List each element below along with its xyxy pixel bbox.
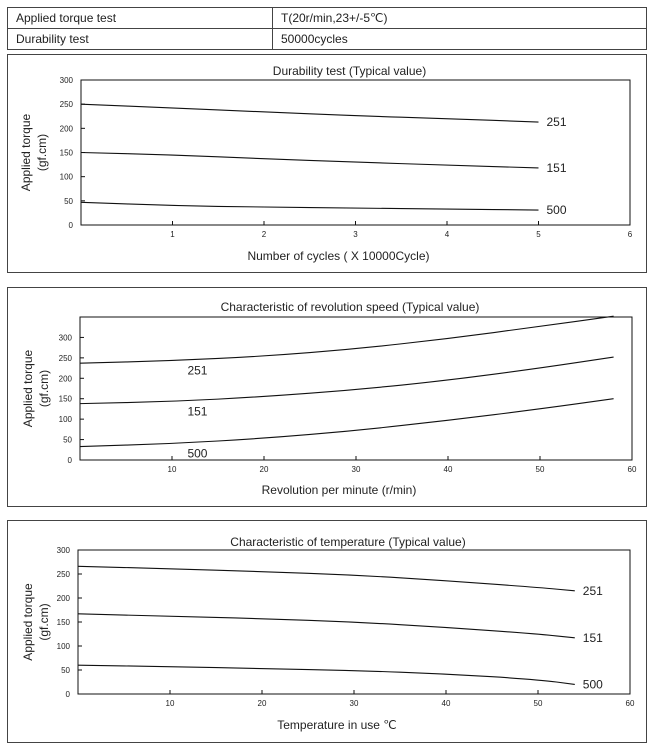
- x-axis-label: Number of cycles ( X 10000Cycle): [247, 249, 429, 263]
- y-tick-label: 250: [60, 100, 74, 109]
- series-label: 151: [187, 405, 207, 419]
- series-line-500: [80, 201, 539, 211]
- y-tick-label: 50: [64, 197, 73, 206]
- y-tick-label: 100: [60, 173, 74, 182]
- x-tick-label: 2: [262, 230, 267, 239]
- y-tick-label: 200: [59, 374, 73, 383]
- series-label: 251: [547, 115, 567, 129]
- x-tick-label: 40: [442, 699, 451, 708]
- y-axis-label: Applied torque: [19, 113, 33, 191]
- y-tick-label: 300: [57, 546, 71, 555]
- y-tick-label: 0: [66, 690, 71, 699]
- x-tick-label: 30: [350, 699, 359, 708]
- chart-title: Characteristic of temperature (Typical v…: [230, 535, 465, 549]
- spec-row: Applied torque test T(20r/min,23+/-5℃): [7, 7, 647, 29]
- series-label: 500: [583, 677, 603, 691]
- chart-title: Durability test (Typical value): [273, 64, 426, 78]
- x-tick-label: 5: [536, 230, 541, 239]
- x-tick-label: 20: [260, 465, 269, 474]
- spec-label: Durability test: [7, 28, 273, 50]
- x-axis-label: Temperature in use ℃: [277, 718, 397, 732]
- series-label: 151: [583, 631, 603, 645]
- revolution-speed-chart: Characteristic of revolution speed (Typi…: [21, 300, 637, 497]
- series-line-500: [79, 398, 614, 448]
- y-tick-label: 50: [63, 436, 72, 445]
- spec-value: T(20r/min,23+/-5℃): [272, 7, 647, 29]
- y-axis-label: Applied torque: [21, 349, 35, 427]
- x-tick-label: 40: [444, 465, 453, 474]
- durability-chart-panel: Durability test (Typical value) 1 2 3 4 5 6 0 50…: [7, 54, 647, 273]
- x-tick-label: 60: [626, 699, 635, 708]
- x-tick-label: 50: [534, 699, 543, 708]
- x-tick-label: 10: [166, 699, 175, 708]
- series-line-251: [77, 565, 575, 592]
- y-tick-label: 250: [57, 570, 71, 579]
- x-tick-label: 1: [170, 230, 175, 239]
- y-tick-label: 300: [60, 76, 74, 85]
- series-line-251: [80, 103, 539, 123]
- y-axis-label: Applied torque: [21, 583, 35, 661]
- x-tick-label: 3: [353, 230, 358, 239]
- series-line-151: [80, 151, 539, 169]
- y-tick-label: 0: [69, 221, 74, 230]
- y-tick-label: 250: [59, 354, 73, 363]
- revolution-speed-chart-panel: Characteristic of revolution speed (Typi…: [7, 287, 647, 507]
- spec-label: Applied torque test: [7, 7, 273, 29]
- durability-chart: Durability test (Typical value) 1 2 3 4 5 6 0 50…: [19, 64, 633, 263]
- x-tick-label: 4: [445, 230, 450, 239]
- y-tick-label: 50: [61, 666, 70, 675]
- x-tick-label: 6: [628, 230, 633, 239]
- y-tick-label: 100: [57, 642, 71, 651]
- x-tick-label: 30: [352, 465, 361, 474]
- series-label: 251: [583, 584, 603, 598]
- series-label: 151: [547, 161, 567, 175]
- y-tick-label: 0: [68, 456, 73, 465]
- chart-title: Characteristic of revolution speed (Typi…: [221, 300, 480, 314]
- spec-table: Applied torque test T(20r/min,23+/-5℃) D…: [7, 7, 647, 50]
- y-tick-label: 150: [59, 395, 73, 404]
- y-axis-unit-label: (gf.cm): [37, 370, 51, 407]
- x-tick-label: 20: [258, 699, 267, 708]
- y-tick-label: 150: [60, 149, 74, 158]
- series-line-251: [79, 315, 614, 364]
- series-line-151: [77, 613, 575, 639]
- x-tick-label: 60: [628, 465, 637, 474]
- y-tick-label: 200: [57, 594, 71, 603]
- series-label: 251: [187, 364, 207, 378]
- series-line-151: [79, 356, 614, 405]
- y-tick-label: 300: [59, 333, 73, 342]
- plot-frame: [79, 316, 633, 461]
- temperature-chart: Characteristic of temperature (Typical v…: [21, 535, 635, 732]
- x-tick-label: 10: [168, 465, 177, 474]
- spec-row: Durability test 50000cycles: [7, 28, 647, 50]
- spec-value: 50000cycles: [272, 28, 647, 50]
- y-axis-unit-label: (gf.cm): [37, 603, 51, 640]
- y-tick-label: 100: [59, 415, 73, 424]
- series-label: 500: [187, 447, 207, 461]
- y-axis-unit-label: (gf.cm): [35, 134, 49, 171]
- y-tick-label: 150: [57, 618, 71, 627]
- x-axis-label: Revolution per minute (r/min): [262, 483, 417, 497]
- series-line-500: [77, 664, 575, 685]
- series-label: 500: [547, 203, 567, 217]
- x-tick-label: 50: [536, 465, 545, 474]
- temperature-chart-panel: Characteristic of temperature (Typical v…: [7, 520, 647, 743]
- y-tick-label: 200: [60, 124, 74, 133]
